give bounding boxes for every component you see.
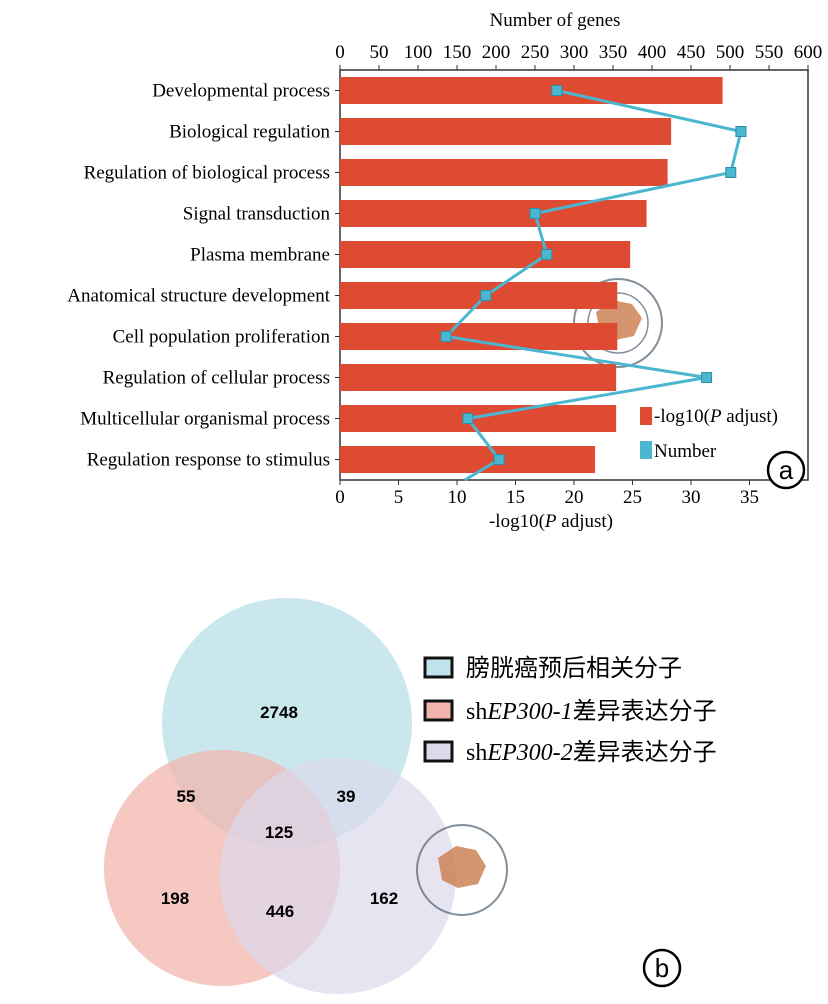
x-tick-label-top: 150 xyxy=(443,42,472,63)
legend-label-line: Number xyxy=(654,441,717,462)
venn-region-2-and-3: 446 xyxy=(266,902,294,921)
venn-region-only-2: 198 xyxy=(161,889,189,908)
bottom-axis-title: -log10(P adjust) xyxy=(489,511,613,532)
bar xyxy=(340,364,617,391)
number-point xyxy=(701,372,713,383)
number-point xyxy=(541,249,553,260)
number-point xyxy=(493,454,505,465)
legend-label-bar: -log10(P adjust) xyxy=(654,406,778,427)
panel-label: a xyxy=(779,455,794,485)
panel-label-circle xyxy=(766,450,806,490)
venn-region-only-3: 162 xyxy=(370,889,398,908)
bar xyxy=(340,77,723,104)
x-tick-label-bottom: 35 xyxy=(740,487,759,508)
category-label: Plasma membrane xyxy=(190,245,330,266)
x-tick-label-bottom: 5 xyxy=(394,487,404,508)
venn-legend-swatch xyxy=(423,699,454,722)
x-tick-label-top: 600 xyxy=(794,42,823,63)
venn-legend-label: 膀胱癌预后相关分子 xyxy=(466,655,682,682)
legend-suffix: 差异表达分子 xyxy=(573,739,717,766)
number-point xyxy=(725,167,737,178)
x-tick-label-top: 200 xyxy=(482,42,511,63)
top-axis-title: Number of genes xyxy=(490,10,621,31)
number-point xyxy=(551,85,563,96)
x-tick-label-top: 50 xyxy=(370,42,389,63)
legend-italic: EP300-2 xyxy=(486,740,572,766)
category-label: Signal transduction xyxy=(183,204,331,225)
legend-italic: EP300-1 xyxy=(486,699,572,725)
venn-legend-label: shEP300-1差异表达分子 xyxy=(466,698,717,725)
venn-region-only-1: 2748 xyxy=(260,703,298,722)
number-point xyxy=(735,126,747,137)
x-tick-label-bottom: 20 xyxy=(565,487,584,508)
watermark-seal xyxy=(416,824,508,916)
venn-region-1-and-3: 39 xyxy=(337,787,356,806)
number-point xyxy=(440,331,452,342)
bar xyxy=(340,323,618,350)
x-tick-label-bottom: 30 xyxy=(682,487,701,508)
venn-legend-label: shEP300-2差异表达分子 xyxy=(466,739,717,766)
category-label: Anatomical structure development xyxy=(67,286,330,307)
venn-legend-swatch xyxy=(423,656,454,679)
category-label: Cell population proliferation xyxy=(113,327,331,348)
category-label: Regulation of biological process xyxy=(84,163,330,184)
x-tick-label-top: 400 xyxy=(638,42,667,63)
number-point xyxy=(462,413,474,424)
x-tick-label-bottom: 15 xyxy=(506,487,525,508)
venn-circle-set-3 xyxy=(220,758,456,994)
bar-line-chart: Number of genes Developmental process Bio… xyxy=(67,10,822,532)
x-tick-label-top: 550 xyxy=(755,42,784,63)
category-label: Regulation response to stimulus xyxy=(87,450,330,471)
legend-prefix: sh xyxy=(466,740,487,766)
venn-region-all: 125 xyxy=(265,823,293,842)
number-point xyxy=(529,208,541,219)
venn-diagram: 2748 55 39 125 198 446 162 膀胱癌预后相关分子shEP… xyxy=(104,598,717,994)
venn-region-1-and-2: 55 xyxy=(177,787,196,806)
x-tick-label-bottom: 25 xyxy=(623,487,642,508)
venn-legend-swatch xyxy=(423,740,454,763)
bar xyxy=(340,446,596,473)
panel-label: b xyxy=(655,953,669,983)
legend-prefix: sh xyxy=(466,699,487,725)
x-tick-label-bottom: 10 xyxy=(448,487,467,508)
category-label: Developmental process xyxy=(152,81,330,102)
panel-label-circle xyxy=(642,948,682,988)
bar xyxy=(340,405,617,432)
category-label: Biological regulation xyxy=(169,122,330,143)
category-label: Multicellular organismal process xyxy=(80,409,330,430)
category-label: Regulation of cellular process xyxy=(103,368,330,389)
x-tick-label-top: 450 xyxy=(677,42,706,63)
number-point xyxy=(480,290,492,301)
x-tick-label-bottom: 0 xyxy=(335,487,345,508)
x-tick-label-top: 100 xyxy=(404,42,433,63)
x-tick-label-top: 0 xyxy=(335,42,345,63)
legend-swatch-bar xyxy=(640,407,652,425)
legend-swatch-line xyxy=(640,441,652,459)
legend-suffix: 膀胱癌预后相关分子 xyxy=(466,655,682,682)
x-tick-label-top: 500 xyxy=(716,42,745,63)
bar xyxy=(340,241,631,268)
x-tick-label-top: 300 xyxy=(560,42,589,63)
bar xyxy=(340,118,672,145)
x-tick-label-top: 250 xyxy=(521,42,550,63)
bar xyxy=(340,200,647,227)
legend-suffix: 差异表达分子 xyxy=(573,698,717,725)
bar xyxy=(340,159,668,186)
x-tick-label-top: 350 xyxy=(599,42,628,63)
